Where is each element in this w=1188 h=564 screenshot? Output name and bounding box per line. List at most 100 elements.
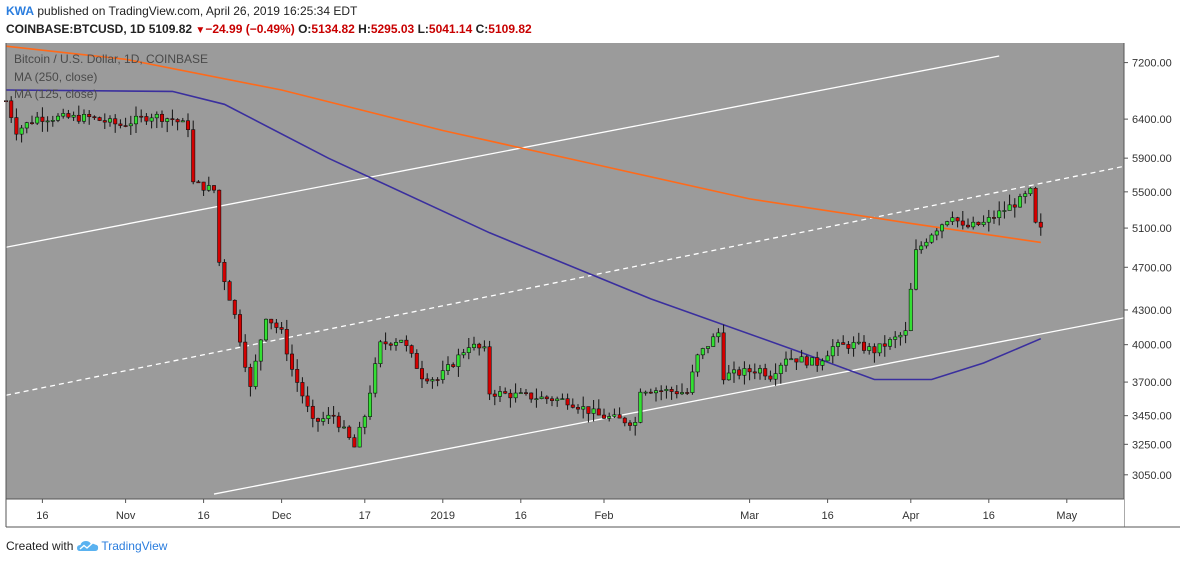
candle-down bbox=[123, 125, 128, 127]
candle-down bbox=[804, 356, 809, 366]
trendline-dashed[interactable] bbox=[5, 165, 1125, 396]
candle-down bbox=[992, 217, 996, 219]
candle-up bbox=[472, 343, 476, 348]
ma250-line[interactable] bbox=[5, 45, 1041, 244]
y-tick-label: 4300.00 bbox=[1132, 305, 1172, 317]
candle-up bbox=[1028, 187, 1033, 195]
candle-down bbox=[882, 343, 887, 347]
price-axis[interactable]: 3050.00 3250.00 3450.00 3700.00 4000.00 4300.… bbox=[1123, 43, 1180, 527]
candle-up bbox=[19, 127, 24, 135]
candle-down bbox=[76, 114, 81, 122]
candle-up bbox=[726, 372, 731, 381]
candle-down bbox=[217, 189, 222, 263]
candle-down bbox=[113, 118, 118, 125]
candle-up bbox=[518, 392, 523, 394]
candle-down bbox=[191, 129, 196, 183]
candle-down bbox=[544, 396, 549, 400]
candle-up bbox=[997, 210, 1002, 219]
candle-down bbox=[617, 414, 622, 419]
candle-up bbox=[1023, 193, 1028, 197]
candle-down bbox=[721, 332, 726, 381]
candle-up bbox=[934, 230, 939, 236]
high-value: 5295.03 bbox=[370, 22, 415, 36]
candle-down bbox=[274, 322, 279, 328]
x-tick-label: 16 bbox=[197, 510, 209, 522]
candle-down bbox=[196, 181, 201, 184]
candle-up bbox=[664, 389, 669, 392]
candle-up bbox=[633, 422, 638, 426]
candle-down bbox=[648, 391, 653, 394]
author-name[interactable]: KWA bbox=[6, 4, 34, 18]
candle-down bbox=[102, 120, 107, 123]
candle-up bbox=[134, 115, 138, 125]
candle-up bbox=[430, 379, 435, 382]
candle-down bbox=[160, 113, 164, 122]
change-down-arrow-icon: ▼ bbox=[195, 25, 206, 36]
candle-down bbox=[352, 437, 357, 448]
price-axis-bg bbox=[1124, 43, 1180, 527]
low-label: L: bbox=[417, 22, 429, 36]
y-tick-label: 3250.00 bbox=[1132, 439, 1172, 451]
x-tick-label: Apr bbox=[902, 510, 919, 522]
x-tick-label: Feb bbox=[595, 510, 614, 522]
candle-up bbox=[342, 426, 346, 429]
candle-up bbox=[830, 346, 835, 357]
open-label: O: bbox=[298, 22, 312, 36]
last-price: 5109.82 bbox=[148, 22, 193, 36]
x-tick-label: 16 bbox=[821, 510, 833, 522]
candle-up bbox=[690, 371, 695, 393]
candle-up bbox=[898, 334, 903, 338]
candle-down bbox=[232, 299, 237, 315]
trendline-solid[interactable] bbox=[213, 317, 1125, 495]
candle-down bbox=[238, 314, 242, 343]
candle-down bbox=[477, 343, 482, 349]
candle-up bbox=[264, 318, 268, 341]
candle-down bbox=[576, 407, 580, 410]
plot-area[interactable] bbox=[6, 43, 1124, 499]
candle-up bbox=[498, 391, 502, 397]
candle-up bbox=[929, 234, 934, 243]
candle-up bbox=[1018, 196, 1022, 208]
candle-up bbox=[607, 416, 612, 419]
candle-down bbox=[66, 113, 71, 118]
candle-up bbox=[784, 358, 788, 366]
candle-down bbox=[1033, 187, 1038, 223]
candle-down bbox=[331, 414, 336, 417]
candle-up bbox=[950, 217, 955, 222]
candle-down bbox=[227, 281, 232, 301]
candle-up bbox=[368, 392, 372, 417]
candle-down bbox=[248, 366, 253, 387]
candle-down bbox=[768, 375, 773, 380]
candle-down bbox=[570, 404, 575, 408]
time-axis[interactable]: 16 Nov 16 Dec 17 2019 16 Feb Mar 16 Apr 16 May bbox=[0, 43, 1180, 528]
candle-down bbox=[763, 368, 768, 377]
candle-up bbox=[856, 341, 861, 344]
candle-down bbox=[383, 341, 388, 345]
candle-down bbox=[815, 357, 820, 366]
candle-up bbox=[836, 342, 840, 347]
ma125-line[interactable] bbox=[5, 89, 1042, 381]
candle-up bbox=[258, 339, 263, 362]
publish-info: KWA published on TradingView.com, April … bbox=[6, 4, 357, 18]
candle-down bbox=[279, 327, 284, 330]
candle-up bbox=[149, 117, 154, 122]
candle-up bbox=[378, 341, 383, 364]
candle-down bbox=[404, 339, 409, 346]
candle-up bbox=[1002, 210, 1007, 212]
tradingview-brand[interactable]: TradingView bbox=[101, 539, 168, 553]
candle-up bbox=[399, 339, 404, 343]
price-chart[interactable]: 3050.00 3250.00 3450.00 3700.00 4000.00 4300.… bbox=[0, 0, 1188, 530]
candle-down bbox=[284, 329, 289, 355]
y-tick-label: 5500.00 bbox=[1132, 187, 1172, 199]
candle-up bbox=[24, 122, 29, 129]
candle-up bbox=[612, 414, 617, 417]
candle-down bbox=[794, 358, 799, 363]
candle-down bbox=[435, 379, 440, 381]
candle-down bbox=[976, 221, 981, 226]
candle-down bbox=[622, 417, 627, 424]
low-value: 5041.14 bbox=[428, 22, 473, 36]
candle-down bbox=[685, 392, 690, 394]
candle-up bbox=[893, 336, 898, 340]
candle-down bbox=[92, 116, 97, 119]
trendline-solid[interactable] bbox=[5, 55, 1000, 248]
